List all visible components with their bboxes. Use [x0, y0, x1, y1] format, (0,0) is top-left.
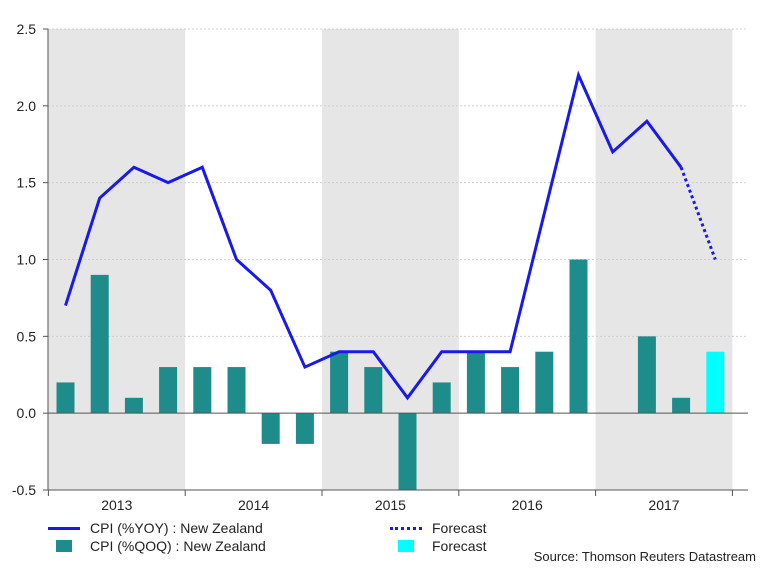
- legend-item-forecast-bar: Forecast: [390, 538, 486, 554]
- bar-2014Q1: [193, 367, 212, 414]
- x-tick-label-2014: 2014: [238, 497, 269, 513]
- x-tick-label-2016: 2016: [512, 497, 543, 513]
- bar-2016Q1: [466, 351, 485, 414]
- x-tick-label-2017: 2017: [648, 497, 679, 513]
- bar-2014Q3: [261, 413, 280, 444]
- x-tick-label-2013: 2013: [101, 497, 132, 513]
- legend-label-yoy: CPI (%YOY) : New Zealand: [90, 520, 263, 536]
- bar-2017Q4: [706, 351, 725, 414]
- y-tick-label: 1.0: [17, 252, 37, 268]
- legend-line-swatch: [48, 526, 80, 530]
- bar-2015Q1: [330, 351, 349, 414]
- bar-2017Q3: [672, 397, 691, 414]
- legend-item-qoq: CPI (%QOQ) : New Zealand: [48, 538, 266, 554]
- y-tick-label: 2.5: [17, 21, 37, 37]
- bar-2016Q3: [535, 351, 554, 414]
- yoy-line: [64, 70, 683, 401]
- bar-2013Q1: [56, 382, 75, 414]
- legend-teal-swatch: [56, 540, 72, 552]
- axes: [43, 28, 748, 496]
- bar-2013Q4: [159, 367, 178, 414]
- qoq-bars: [56, 259, 725, 490]
- y-tick-label: 0.0: [17, 405, 37, 421]
- y-tick-label: 1.5: [17, 175, 37, 191]
- bar-2016Q4: [569, 259, 588, 414]
- source-note: Source: Thomson Reuters Datastream: [533, 549, 756, 564]
- x-tick-label-2015: 2015: [375, 497, 406, 513]
- y-tick-label: 2.0: [17, 98, 37, 114]
- yoy-lines: [64, 70, 717, 401]
- bar-2016Q2: [501, 367, 520, 414]
- legend-item-forecast-line: Forecast: [390, 520, 486, 536]
- bar-2015Q3: [398, 413, 417, 490]
- bar-2014Q4: [295, 413, 314, 444]
- legend-dotted-swatch: [390, 526, 422, 530]
- legend-label-qoq: CPI (%QOQ) : New Zealand: [90, 538, 266, 554]
- x-tick-labels: 2013 2014 2015 2016 2017: [101, 497, 680, 513]
- legend-item-yoy: CPI (%YOY) : New Zealand: [48, 520, 263, 536]
- y-tick-label: 0.5: [17, 328, 37, 344]
- bar-2014Q2: [227, 367, 246, 414]
- bar-2017Q2: [637, 336, 656, 414]
- legend-cyan-swatch: [398, 540, 414, 552]
- bar-2015Q2: [364, 367, 383, 414]
- y-tick-labels: -0.5 0.0 0.5 1.0 1.5 2.0 2.5: [12, 21, 36, 498]
- forecast-line: [679, 166, 717, 261]
- bar-2013Q2: [90, 274, 109, 414]
- year-band-2015: [322, 29, 459, 490]
- y-tick-label: -0.5: [12, 482, 36, 498]
- bar-2013Q3: [124, 397, 143, 414]
- bar-2015Q4: [432, 382, 451, 414]
- legend-label-forecast-line: Forecast: [432, 520, 487, 536]
- legend-label-forecast-bar: Forecast: [432, 538, 487, 554]
